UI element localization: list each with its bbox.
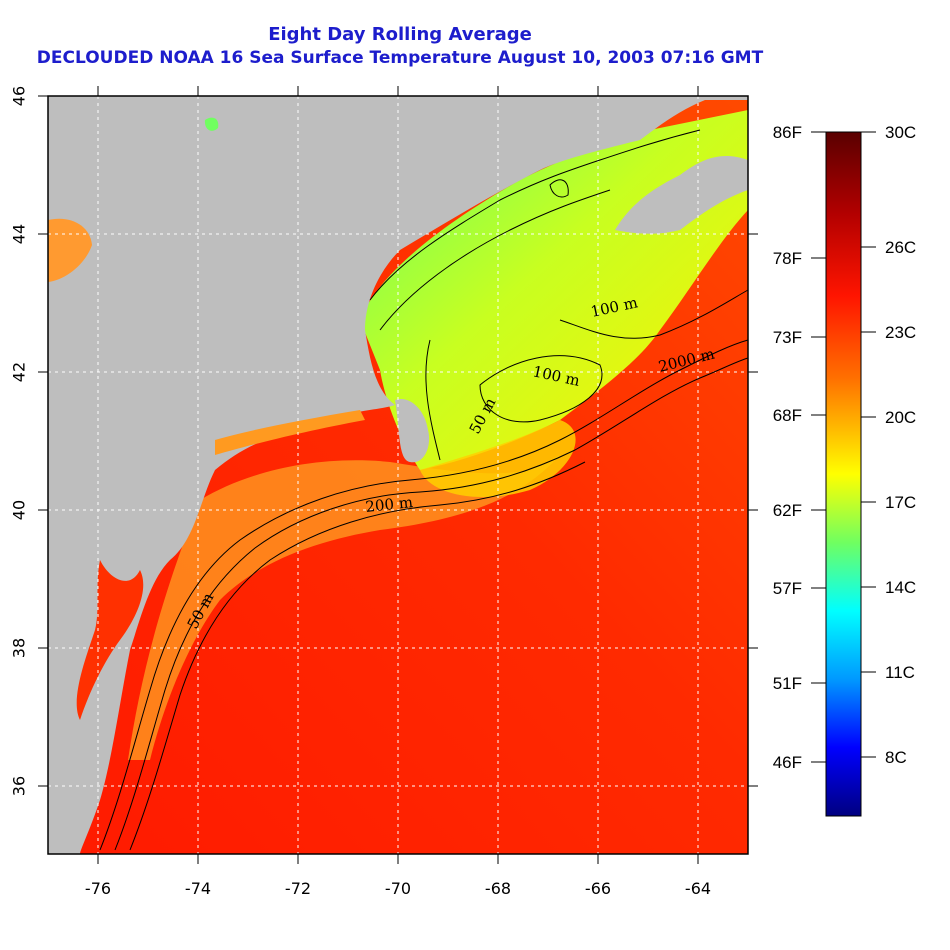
x-tick-label: -70	[385, 879, 411, 898]
y-tick-label: 42	[10, 362, 29, 382]
colorbar-c-label: 20C	[885, 408, 916, 427]
land-mass	[48, 96, 748, 854]
colorbar-f-label: 78F	[773, 249, 802, 268]
colorbar-ticks	[811, 131, 876, 763]
colorbar-f-label: 68F	[773, 406, 802, 425]
colorbar-f-label: 62F	[773, 501, 802, 520]
georges-bank-water	[420, 420, 576, 498]
depth-contours	[99, 129, 749, 851]
x-tick-label: -68	[485, 879, 511, 898]
colorbar-c-label: 23C	[885, 323, 916, 342]
y-tick-label: 38	[10, 638, 29, 658]
inland-lake-water	[204, 117, 219, 131]
colorbar-f-label: 86F	[773, 123, 802, 142]
colorbar-f-label: 73F	[773, 328, 802, 347]
colorbar-c-label: 30C	[885, 123, 916, 142]
map-title: Eight Day Rolling Average	[268, 24, 532, 45]
grid-lines	[48, 96, 748, 854]
chesapeake-bay-water	[76, 560, 144, 720]
x-axis-ticks	[97, 86, 699, 864]
contour-label-200m: 200 m	[365, 493, 414, 516]
lake-ontario-water	[48, 218, 92, 282]
nova-scotia-land	[615, 96, 748, 234]
colorbar	[825, 131, 862, 817]
y-tick-label: 36	[10, 776, 29, 796]
long-island-water	[215, 410, 365, 455]
colorbar-c-label: 26C	[885, 238, 916, 257]
x-tick-label: -72	[285, 879, 311, 898]
colorbar-f-label: 51F	[773, 674, 802, 693]
colorbar-c-label: 11C	[885, 663, 915, 682]
y-tick-label: 46	[10, 86, 29, 106]
colorbar-f-label: 57F	[773, 579, 802, 598]
y-tick-label: 40	[10, 500, 29, 520]
shelf-water	[128, 455, 560, 760]
y-tick-label: 44	[10, 224, 29, 244]
y-axis-ticks	[38, 95, 758, 787]
colorbar-c-label: 8C	[885, 748, 907, 767]
x-tick-label: -74	[185, 879, 211, 898]
x-tick-label: -66	[585, 879, 611, 898]
colorbar-c-label: 14C	[885, 578, 916, 597]
x-tick-label: -64	[685, 879, 711, 898]
map-subtitle: DECLOUDED NOAA 16 Sea Surface Temperatur…	[36, 48, 764, 68]
x-tick-label: -76	[85, 879, 111, 898]
colorbar-c-label: 17C	[885, 493, 916, 512]
cape-cod-land	[395, 399, 430, 463]
colorbar-f-label: 46F	[773, 753, 802, 772]
